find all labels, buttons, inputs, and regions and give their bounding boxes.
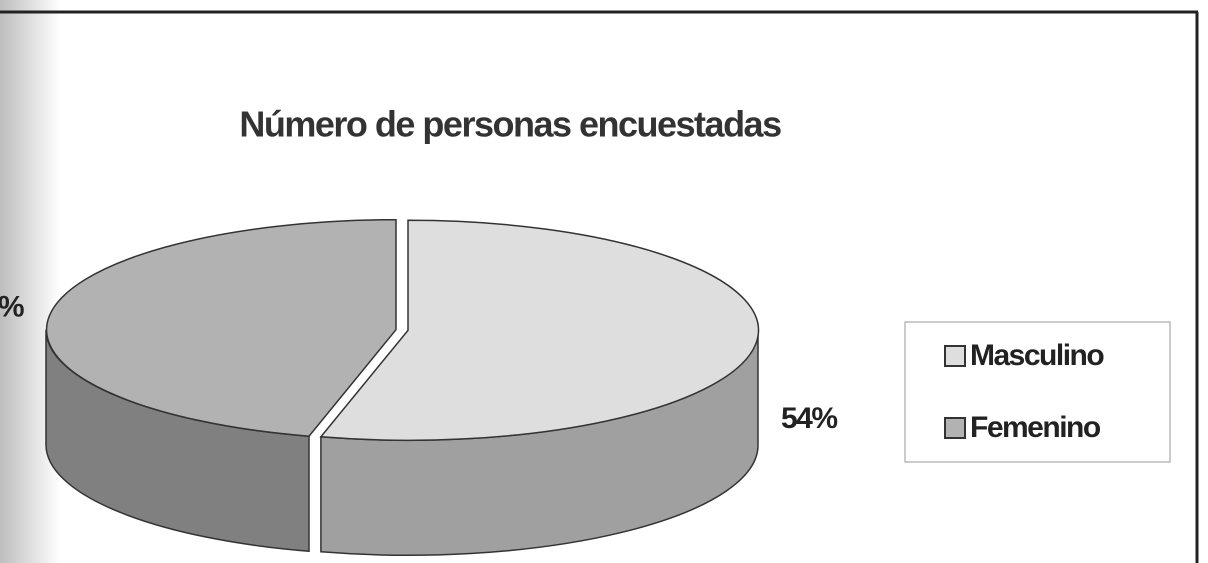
legend-label: Femenino [970,411,1101,444]
slice [319,219,760,442]
data-label: 54% [781,402,837,435]
legend-swatch [944,417,966,439]
chart-title: Número de personas encuestadas [239,104,781,145]
legend-label: Masculino [970,339,1104,372]
legend-swatch [944,345,966,367]
slice [45,218,397,437]
edge-shade [0,0,60,563]
data-label: 46% [0,291,24,324]
